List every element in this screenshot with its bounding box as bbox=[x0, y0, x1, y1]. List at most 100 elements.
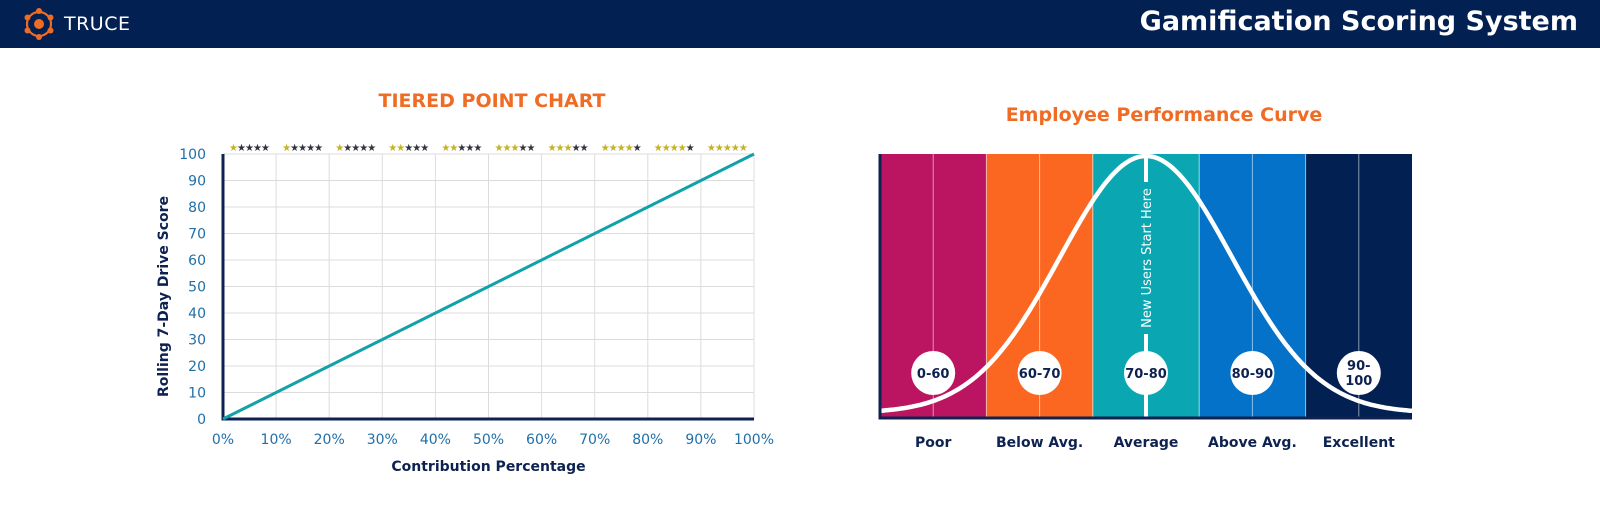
star-icon: ★ bbox=[670, 143, 679, 154]
band-range-label: 60-70 bbox=[1019, 367, 1061, 382]
band-range-label: 0-60 bbox=[917, 367, 950, 382]
x-tick-label: 20% bbox=[314, 432, 345, 448]
star-tier-group: ★ ★ ★ ★ ★ bbox=[441, 143, 482, 154]
band-range-label: 70-80 bbox=[1125, 367, 1167, 382]
band-range-badge bbox=[1230, 351, 1275, 395]
star-icon: ★ bbox=[306, 143, 315, 154]
star-icon: ★ bbox=[511, 143, 520, 154]
star-tier-group: ★ ★ ★ ★ ★ bbox=[548, 143, 589, 154]
star-icon: ★ bbox=[527, 143, 536, 154]
band-range-badge bbox=[1124, 351, 1168, 395]
page-title: Gamification Scoring System bbox=[1139, 6, 1578, 37]
star-tier-group: ★ ★ ★ ★ ★ bbox=[388, 143, 429, 154]
star-icon: ★ bbox=[343, 143, 352, 154]
performance-curve-title: Employee Performance Curve bbox=[1005, 104, 1323, 126]
star-icon: ★ bbox=[388, 143, 397, 154]
star-icon: ★ bbox=[237, 143, 246, 154]
star-icon: ★ bbox=[261, 143, 270, 154]
band-range-badge bbox=[911, 351, 956, 395]
y-tick-label: 0 bbox=[197, 412, 206, 428]
y-axis-label: Rolling 7-Day Drive Score bbox=[156, 196, 172, 397]
star-icon: ★ bbox=[601, 143, 610, 154]
star-icon: ★ bbox=[253, 143, 262, 154]
y-tick-label: 30 bbox=[188, 333, 206, 349]
star-icon: ★ bbox=[572, 143, 581, 154]
y-tick-label: 90 bbox=[188, 174, 206, 190]
star-icon: ★ bbox=[245, 143, 254, 154]
star-icon: ★ bbox=[715, 143, 724, 154]
x-tick-label: 80% bbox=[632, 432, 663, 448]
bell-curve bbox=[879, 153, 1413, 414]
star-icon: ★ bbox=[654, 143, 663, 154]
star-icon: ★ bbox=[465, 143, 474, 154]
tiered-point-chart: 0 10 20 30 40 50 60 70 80 90 100 0% 10% 20% 30% 40% 50% 6… bbox=[156, 143, 774, 475]
x-tick-label: 40% bbox=[420, 432, 451, 448]
star-icon: ★ bbox=[457, 143, 466, 154]
band-range-badge bbox=[1017, 351, 1062, 395]
x-tick-label: 100% bbox=[734, 432, 774, 448]
new-users-annotation: New Users Start Here bbox=[1140, 188, 1155, 328]
truce-logo-icon bbox=[24, 8, 54, 40]
x-tick-label: 60% bbox=[526, 432, 557, 448]
star-icon: ★ bbox=[359, 143, 368, 154]
star-icon: ★ bbox=[290, 143, 299, 154]
star-icon: ★ bbox=[404, 143, 413, 154]
star-tier-group: ★ ★ ★ ★ ★ bbox=[229, 143, 270, 154]
band-range-badge bbox=[1336, 351, 1381, 395]
star-icon: ★ bbox=[609, 143, 618, 154]
star-icon: ★ bbox=[396, 143, 405, 154]
star-icon: ★ bbox=[564, 143, 573, 154]
star-tier-group: ★ ★ ★ ★ ★ bbox=[601, 143, 642, 154]
star-tier-group: ★ ★ ★ ★ ★ bbox=[282, 143, 323, 154]
star-icon: ★ bbox=[420, 143, 429, 154]
star-icon: ★ bbox=[580, 143, 589, 154]
star-icon: ★ bbox=[633, 143, 642, 154]
star-icon: ★ bbox=[351, 143, 360, 154]
category-label: Below Avg. bbox=[996, 435, 1083, 451]
star-icon: ★ bbox=[556, 143, 565, 154]
star-icon: ★ bbox=[739, 143, 748, 154]
star-tier-group: ★ ★ ★ ★ ★ bbox=[654, 143, 695, 154]
star-icon: ★ bbox=[662, 143, 671, 154]
star-icon: ★ bbox=[617, 143, 626, 154]
star-icon: ★ bbox=[625, 143, 634, 154]
star-icon: ★ bbox=[495, 143, 504, 154]
performance-curve-chart: Poor Below Avg. Average Above Avg. Excellent… bbox=[878, 153, 1413, 451]
category-label: Poor bbox=[915, 435, 951, 451]
brand-logo[interactable]: TRUCE bbox=[22, 6, 131, 42]
star-icon: ★ bbox=[298, 143, 307, 154]
y-tick-label: 100 bbox=[179, 147, 206, 163]
annotation-bg bbox=[1135, 182, 1157, 334]
star-icon: ★ bbox=[707, 143, 716, 154]
star-icon: ★ bbox=[314, 143, 323, 154]
header-bar: TRUCE Gamification Scoring System bbox=[0, 0, 1600, 48]
band-range-label: 90- bbox=[1347, 359, 1371, 374]
star-icon: ★ bbox=[473, 143, 482, 154]
x-axis-label: Contribution Percentage bbox=[391, 459, 585, 475]
star-icon: ★ bbox=[441, 143, 450, 154]
star-icon: ★ bbox=[229, 143, 238, 154]
star-icon: ★ bbox=[449, 143, 458, 154]
star-icon: ★ bbox=[519, 143, 528, 154]
star-icon: ★ bbox=[412, 143, 421, 154]
x-tick-label: 0% bbox=[212, 432, 234, 448]
x-tick-label: 50% bbox=[473, 432, 504, 448]
category-label: Above Avg. bbox=[1208, 435, 1297, 451]
score-line bbox=[222, 152, 755, 421]
x-tick-label: 70% bbox=[579, 432, 610, 448]
x-tick-label: 90% bbox=[685, 432, 716, 448]
star-icon: ★ bbox=[367, 143, 376, 154]
y-tick-label: 60 bbox=[188, 253, 206, 269]
brand-name: TRUCE bbox=[64, 13, 131, 35]
star-icon: ★ bbox=[678, 143, 687, 154]
star-icon: ★ bbox=[282, 143, 291, 154]
band-range-label: 100 bbox=[1345, 374, 1372, 389]
star-icon: ★ bbox=[686, 143, 695, 154]
star-tier-group: ★ ★ ★ ★ ★ bbox=[707, 143, 748, 154]
y-tick-label: 80 bbox=[188, 200, 206, 216]
category-label: Average bbox=[1114, 435, 1179, 451]
y-tick-label: 70 bbox=[188, 227, 206, 243]
tiered-chart-title: TIERED POINT CHART bbox=[378, 90, 606, 112]
x-tick-label: 10% bbox=[261, 432, 292, 448]
y-tick-label: 20 bbox=[188, 359, 206, 375]
